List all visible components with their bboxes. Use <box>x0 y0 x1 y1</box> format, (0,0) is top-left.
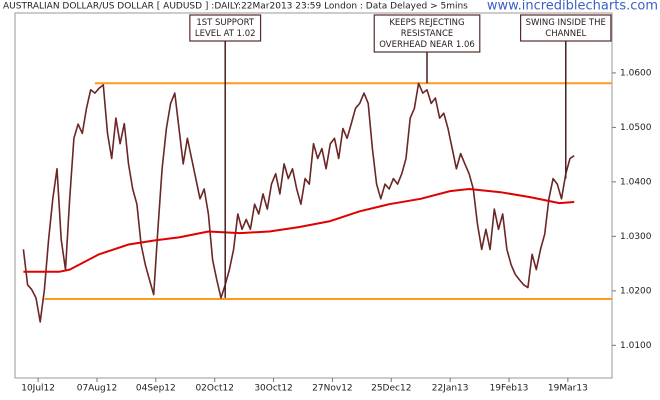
annotation-box <box>189 14 262 42</box>
x-tick-label: 19Mar13 <box>548 384 588 394</box>
annotation-box <box>520 14 612 42</box>
annotation-text: RESISTANCE <box>401 29 454 39</box>
x-tick-label: 30Oct12 <box>254 384 292 394</box>
annotation-text: KEEPS REJECTING <box>389 18 464 28</box>
y-tick-label: 1.0300 <box>620 232 652 242</box>
annotation-box <box>373 14 481 53</box>
annotation-text: SWING INSIDE THE <box>526 18 606 28</box>
annotation-text: OVERHEAD NEAR 1.06 <box>379 40 475 50</box>
x-tick-label: 02Oct12 <box>195 384 233 394</box>
y-tick-label: 1.0600 <box>620 68 652 78</box>
x-tick-label: 07Aug12 <box>77 384 117 394</box>
x-tick-label: 04Sep12 <box>136 384 176 394</box>
x-tick-label: 25Dec12 <box>371 384 411 394</box>
annotation-text: 1ST SUPPORT <box>196 18 255 28</box>
price-line <box>22 82 575 323</box>
x-tick-label: 19Feb13 <box>490 384 529 394</box>
chart-title: AUSTRALIAN DOLLAR/US DOLLAR [ AUDUSD ] :… <box>3 2 468 12</box>
y-tick-label: 1.0200 <box>620 286 652 296</box>
x-tick-label: 22Jan13 <box>432 384 469 394</box>
watermark: www.incrediblecharts.com <box>487 0 658 14</box>
y-tick-label: 1.0500 <box>620 123 652 133</box>
x-tick-label: 10Jul12 <box>21 384 55 394</box>
annotation-text: CHANNEL <box>545 29 586 39</box>
moving-average <box>23 188 575 273</box>
y-tick-label: 1.0100 <box>620 341 652 351</box>
y-tick-label: 1.0400 <box>620 177 652 187</box>
annotation-text: LEVEL AT 1.02 <box>195 29 256 39</box>
x-tick-label: 27Nov12 <box>312 384 352 394</box>
plot-area <box>14 12 613 379</box>
